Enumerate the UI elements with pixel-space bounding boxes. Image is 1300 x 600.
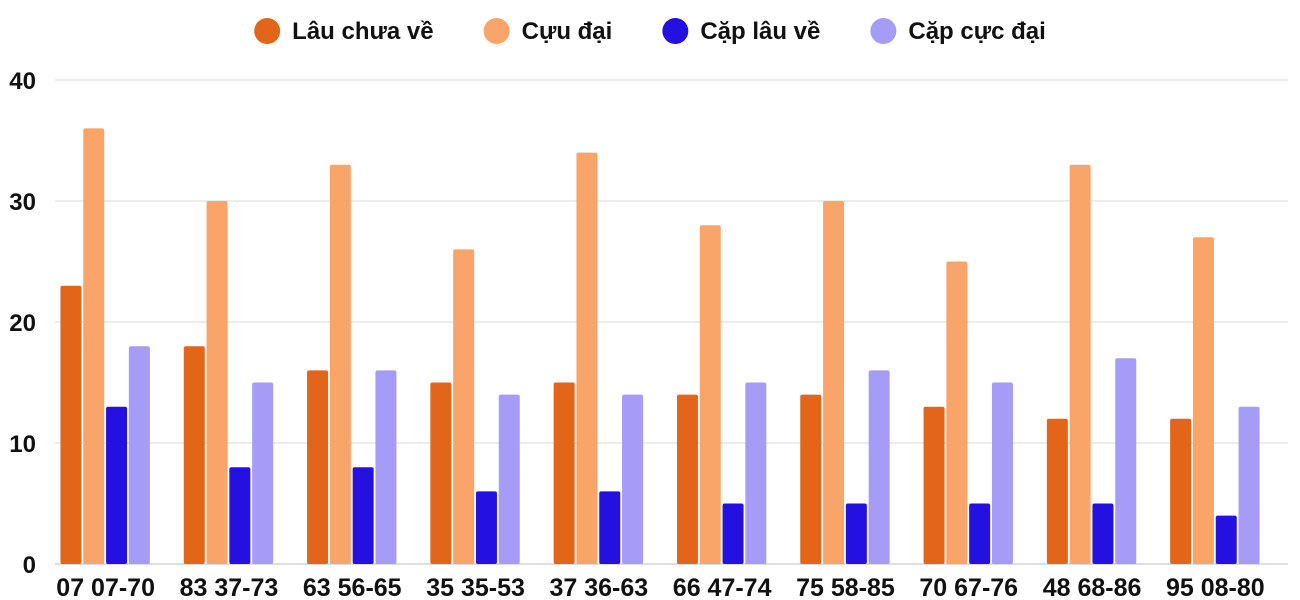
legend-swatch [662,18,689,44]
bar [576,152,598,564]
y-tick-label: 30 [9,189,36,216]
bar [1046,418,1068,564]
bar [329,164,351,564]
bar [229,467,251,564]
bar [622,394,644,564]
bar [453,249,475,564]
legend-swatch [254,18,281,44]
x-tick-label: 66 47-74 [673,574,772,600]
bar [83,128,105,564]
bars [60,128,1260,565]
bar [1215,515,1237,564]
y-tick-label: 10 [9,431,36,458]
legend: Lâu chưa về Cựu đại Cặp lâu về Cặp cực đại [254,18,1046,45]
bar [800,394,822,564]
legend-item: Cặp cực đại [870,18,1046,45]
bar [722,503,744,564]
bar [969,503,991,564]
bar [845,503,867,564]
y-tick-label: 0 [23,552,36,579]
bar [128,346,150,564]
bar [430,382,452,564]
bar [1115,358,1137,564]
bar [1170,418,1192,564]
legend-label: Cựu đại [522,18,613,45]
legend-swatch [483,18,510,44]
x-tick-label: 07 07-70 [56,574,155,600]
bar [676,394,698,564]
bar [991,382,1013,564]
bar [946,261,968,564]
x-tick-label: 95 08-80 [1166,574,1265,600]
x-tick-label: 35 35-53 [426,574,525,600]
legend-item: Cựu đại [483,18,613,45]
bar [868,370,890,564]
bar [375,370,397,564]
bar [352,467,374,564]
x-axis: 07 07-70 83 37-73 63 56-65 35 35-53 37 36-63… [56,574,1264,600]
y-axis: 0 10 20 30 40 [9,68,36,579]
x-tick-label: 83 37-73 [180,574,279,600]
bar [60,285,82,564]
bar [823,201,845,564]
bar [923,406,945,564]
bar [1092,503,1114,564]
legend-item: Cặp lâu về [662,18,820,45]
y-tick-label: 40 [9,68,36,95]
bar [1192,237,1214,565]
x-tick-label: 63 56-65 [303,574,402,600]
bar [1069,164,1091,564]
bar [183,346,205,564]
bar [475,491,497,564]
bar [699,225,721,564]
y-tick-label: 20 [9,310,36,337]
bar [1238,406,1260,564]
bar [252,382,274,564]
bar [498,394,520,564]
legend-label: Cặp cực đại [908,18,1045,45]
legend-swatch [870,18,897,44]
legend-item: Lâu chưa về [254,18,434,45]
legend-label: Cặp lâu về [700,18,820,45]
x-tick-label: 75 58-85 [796,574,895,600]
bar [206,201,228,564]
bar [307,370,329,564]
bar [106,406,128,564]
bar [553,382,575,564]
x-tick-label: 37 36-63 [549,574,648,600]
bar [745,382,767,564]
x-tick-label: 48 68-86 [1043,574,1142,600]
bar [599,491,621,564]
x-tick-label: 70 67-76 [919,574,1018,600]
legend-label: Lâu chưa về [292,18,433,45]
